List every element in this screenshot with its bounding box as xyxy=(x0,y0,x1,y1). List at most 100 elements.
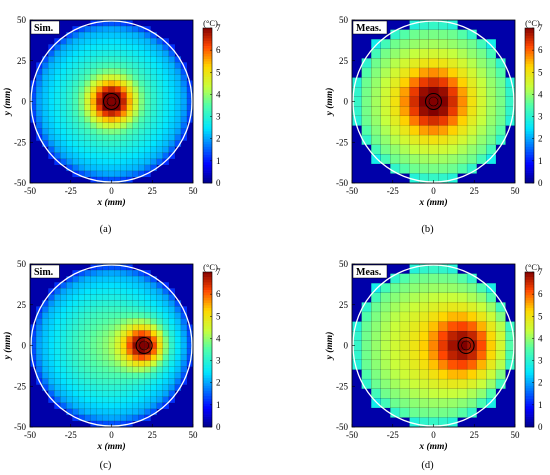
heatmap-cell xyxy=(132,98,139,105)
heatmap-cell xyxy=(447,154,458,165)
heatmap-cell xyxy=(72,122,79,129)
heatmap-cell xyxy=(486,58,497,69)
heatmap-cell xyxy=(126,25,133,33)
colorbar-segment xyxy=(525,339,534,343)
heatmap-cell xyxy=(466,106,477,117)
heatmap-cell xyxy=(114,324,121,331)
heatmap-cell xyxy=(54,390,61,398)
colorbar-segment xyxy=(525,53,534,57)
heatmap-cell xyxy=(371,378,382,389)
heatmap-cell xyxy=(371,388,382,399)
heatmap-cell xyxy=(150,360,158,367)
heatmap-cell xyxy=(438,311,449,322)
heatmap-cell xyxy=(90,37,97,45)
heatmap-cell xyxy=(96,74,103,81)
heatmap-cell xyxy=(409,359,420,370)
heatmap-cell xyxy=(399,115,410,126)
heatmap-cell xyxy=(96,170,103,178)
colorbar-frame xyxy=(202,271,213,428)
heatmap-cell xyxy=(41,312,49,319)
heatmap-cell xyxy=(371,134,382,145)
heatmap-cell xyxy=(380,96,391,107)
heatmap-cell xyxy=(138,86,145,93)
colorbar-segment xyxy=(525,416,534,420)
source-marker-inner xyxy=(106,96,117,107)
heatmap-cell xyxy=(390,350,401,361)
colorbar-segment xyxy=(203,388,212,392)
colorbar-segment xyxy=(525,154,534,158)
heatmap-cell xyxy=(486,359,497,370)
heatmap-cell xyxy=(428,369,439,380)
colorbar-segment xyxy=(525,406,534,410)
heatmap-cell xyxy=(150,390,158,398)
colorbar-segment xyxy=(203,310,212,314)
heatmap-cell xyxy=(102,390,109,398)
heatmap-cell xyxy=(457,39,468,50)
heatmap-cell xyxy=(72,348,79,355)
colorbar-segment xyxy=(203,35,212,39)
heatmap-cell xyxy=(180,92,188,99)
heatmap-cell xyxy=(96,330,103,337)
heatmap-cell xyxy=(457,407,468,418)
colorbar-segment xyxy=(203,118,212,122)
heatmap-cell xyxy=(54,348,61,355)
heatmap-cell xyxy=(60,92,67,99)
heatmap-cell xyxy=(84,366,91,373)
colorbar-segment xyxy=(525,46,534,49)
heatmap-cell xyxy=(35,330,43,337)
heatmap-cell xyxy=(66,354,73,361)
colorbar-segment xyxy=(203,48,212,52)
colorbar-tick-label: 6 xyxy=(538,289,543,299)
heatmap-cell xyxy=(380,350,391,361)
heatmap-cell xyxy=(390,283,401,294)
heatmap-cell xyxy=(162,56,170,63)
colorbar-segment xyxy=(525,128,534,132)
heatmap-cell xyxy=(486,398,497,409)
heatmap-cell xyxy=(72,390,79,398)
heatmap-cell xyxy=(380,398,391,409)
heatmap-cell xyxy=(102,152,109,160)
heatmap-cell xyxy=(84,269,91,277)
heatmap-cell xyxy=(60,294,67,301)
heatmap-cell xyxy=(486,48,497,59)
heatmap-cell xyxy=(47,104,55,111)
heatmap-cell xyxy=(180,110,188,117)
heatmap-cell xyxy=(457,115,468,126)
heatmap-cell xyxy=(390,154,401,165)
heatmap-cell xyxy=(102,402,109,410)
heatmap-cell xyxy=(409,86,420,97)
heatmap-cell xyxy=(186,110,194,117)
heatmap-cell xyxy=(60,360,67,367)
heatmap-cell xyxy=(66,152,73,160)
heatmap-cell xyxy=(144,330,152,337)
heatmap-cell xyxy=(60,384,67,392)
colorbar-segment xyxy=(203,300,212,304)
heatmap-cell xyxy=(126,294,133,301)
heatmap-cell xyxy=(390,302,401,313)
heatmap-cell xyxy=(54,146,61,154)
heatmap-cell xyxy=(168,330,176,337)
heatmap-cell xyxy=(138,110,145,117)
heatmap-cell xyxy=(54,128,61,135)
heatmap-cell xyxy=(399,369,410,380)
heatmap-cell xyxy=(156,104,164,111)
heatmap-cell xyxy=(35,354,43,361)
heatmap-cell xyxy=(409,273,420,284)
heatmap-cell xyxy=(120,146,127,154)
colorbar-tick-label: 2 xyxy=(538,134,543,144)
colorbar-segment xyxy=(203,53,212,57)
heatmap-cell xyxy=(168,152,176,160)
colorbar-segment xyxy=(203,331,212,335)
heatmap-cell xyxy=(41,342,49,349)
heatmap-cell xyxy=(72,68,79,75)
heatmap-cell xyxy=(457,29,468,40)
heatmap-cell xyxy=(102,31,109,39)
heatmap-cell xyxy=(66,336,73,343)
colorbar-segment xyxy=(203,139,212,142)
heatmap-cell xyxy=(108,324,115,331)
heatmap-cell xyxy=(138,92,145,99)
heatmap-cell xyxy=(54,50,61,57)
heatmap-cell xyxy=(144,390,152,398)
